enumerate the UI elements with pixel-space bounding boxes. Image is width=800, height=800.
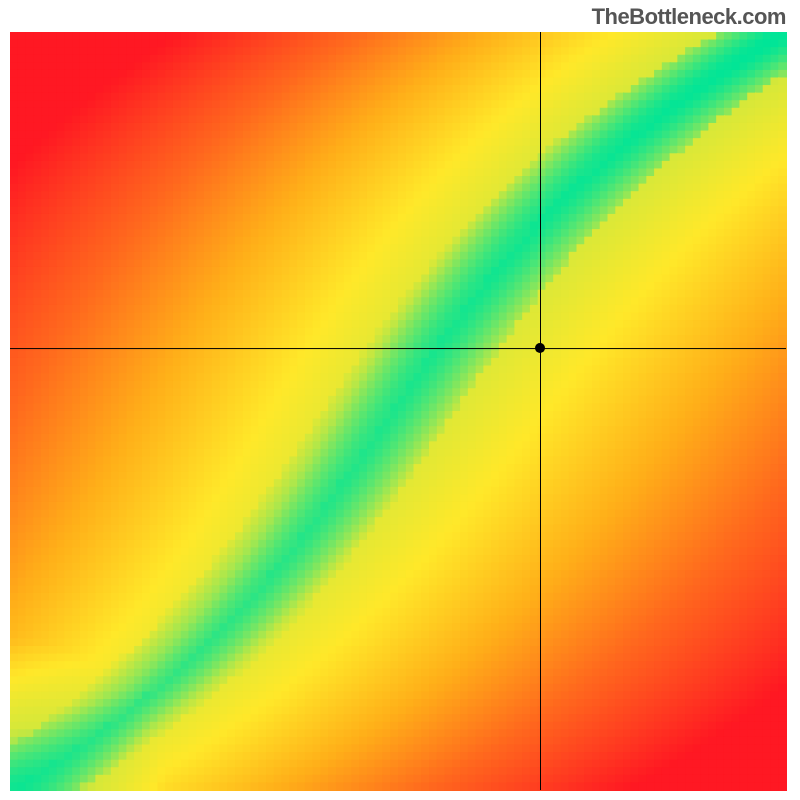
chart-container: TheBottleneck.com — [0, 0, 800, 800]
bottleneck-heatmap — [0, 0, 800, 800]
watermark-text: TheBottleneck.com — [592, 4, 786, 30]
